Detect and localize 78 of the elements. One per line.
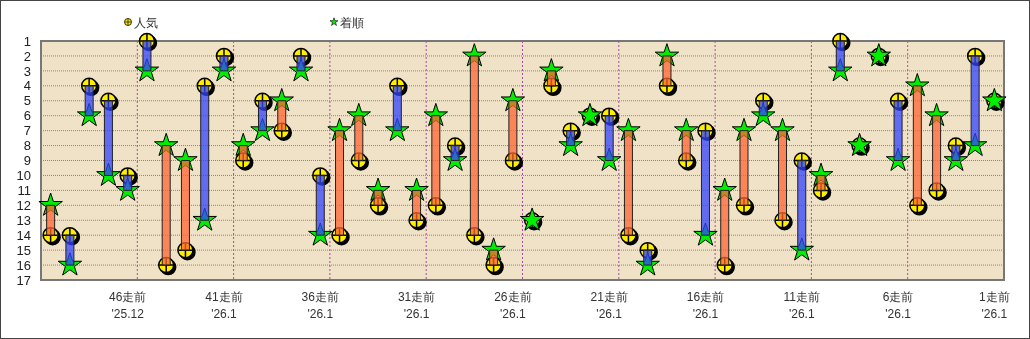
bar [180,160,190,251]
y-tick-label: 14 [16,227,31,243]
x-tick-label: 1走前 '26.1 [979,289,1010,321]
y-tick-label: 6 [23,108,31,124]
bar [354,115,364,161]
bar [142,40,152,72]
y-tick-label: 17 [16,272,31,288]
y-tick-label: 13 [16,212,31,228]
bar [412,189,422,221]
bar [257,100,267,132]
bar [604,115,614,161]
x-tick-label: 11走前 '26.1 [783,289,820,321]
bar [161,145,171,266]
bar [200,85,210,221]
bar [912,85,922,206]
bar [65,234,75,266]
bar [758,100,768,117]
bar [623,130,633,236]
y-tick-label: 8 [23,138,31,154]
legend-label: 着順 [340,15,364,30]
bar [373,189,383,206]
bar [508,100,518,161]
bar [219,55,229,72]
bar [335,130,345,236]
point [577,102,603,127]
bar [277,100,287,132]
point [847,132,872,157]
bar [123,174,133,191]
y-tick-label: 5 [23,93,31,109]
bar [296,55,306,72]
bar [392,85,402,132]
y-tick-label: 9 [23,153,31,169]
y-tick-label: 11 [17,183,31,199]
bar [103,100,113,176]
bar [893,100,903,161]
bar [489,249,499,266]
y-tick-label: 3 [23,63,31,79]
bar [778,130,788,221]
bar [662,55,672,87]
y-tick-label: 12 [16,197,31,213]
bar [450,145,460,161]
y-tick-label: 4 [23,78,31,94]
y-tick-label: 15 [16,242,31,258]
bar [932,115,942,191]
bar [643,249,653,266]
bar [720,189,730,266]
x-tick-label: 21走前 '26.1 [590,289,628,321]
bar [816,174,826,191]
x-tick-label: 6走前 '26.1 [882,289,914,321]
x-tick-label: 46走前 '25.12 [108,289,147,321]
x-tick-label: 31走前 '26.1 [397,289,436,321]
bar [315,174,325,236]
point [519,207,545,231]
bar [951,145,961,161]
bar [970,55,980,147]
bar [431,115,441,206]
bar [546,70,556,87]
bar [238,145,248,161]
y-tick-label: 10 [16,168,31,184]
bar [739,130,749,206]
bar [46,204,56,236]
legend-label: 人気 [134,15,158,30]
x-tick-label: 26走前 '26.1 [494,289,532,321]
bar [835,40,845,72]
bar [700,130,710,236]
bar [566,130,576,147]
y-tick-label: 7 [23,123,31,139]
bar [681,130,691,161]
x-tick-label: 41走前 '26.1 [205,289,243,321]
y-tick-label: 2 [23,48,31,64]
point [982,87,1007,112]
x-tick-label: 36走前 '26.1 [301,289,339,321]
bar [469,55,479,236]
bar [84,85,94,117]
y-tick-label: 1 [23,33,31,49]
y-tick-label: 16 [16,257,31,273]
x-tick-label: 16走前 '26.1 [686,289,725,321]
bar [797,160,807,251]
